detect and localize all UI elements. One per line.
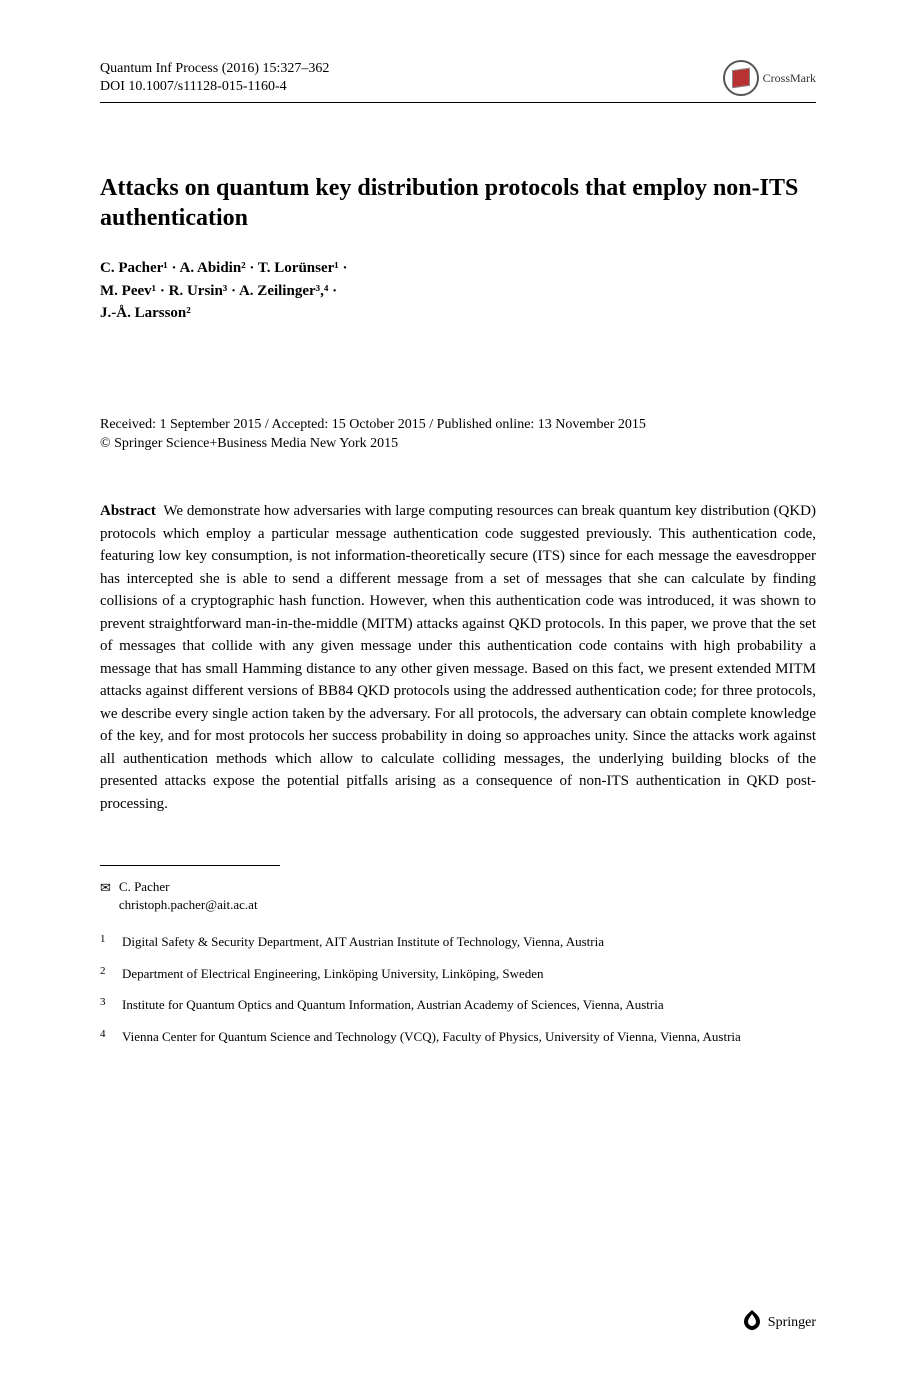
affiliation-3: 3 Institute for Quantum Optics and Quant… [100, 995, 816, 1015]
affiliation-4: 4 Vienna Center for Quantum Science and … [100, 1027, 816, 1047]
authors-line-3: J.-Å. Larsson² [100, 302, 816, 325]
affil-number-2: 2 [100, 964, 122, 984]
affil-number-3: 3 [100, 995, 122, 1015]
authors-line-2: M. Peev¹ · R. Ursin³ · A. Zeilinger³,⁴ · [100, 280, 816, 303]
header-info: Quantum Inf Process (2016) 15:327–362 DO… [100, 60, 329, 96]
publication-dates: Received: 1 September 2015 / Accepted: 1… [100, 415, 816, 454]
footnote-divider [100, 865, 280, 866]
envelope-icon: ✉ [100, 879, 111, 914]
authors-block: C. Pacher¹ · A. Abidin² · T. Lorünser¹ ·… [100, 257, 816, 325]
abstract: Abstract We demonstrate how adversaries … [100, 500, 816, 815]
dates-received: Received: 1 September 2015 / Accepted: 1… [100, 415, 816, 435]
affil-text-3: Institute for Quantum Optics and Quantum… [122, 995, 664, 1015]
article-title: Attacks on quantum key distribution prot… [100, 173, 816, 233]
springer-logo: Springer [740, 1308, 816, 1338]
crossmark-label: CrossMark [763, 71, 816, 86]
affil-text-1: Digital Safety & Security Department, AI… [122, 932, 604, 952]
abstract-text: We demonstrate how adversaries with larg… [100, 503, 816, 812]
crossmark-badge[interactable]: CrossMark [723, 60, 816, 96]
correspondence: ✉ C. Pacher christoph.pacher@ait.ac.at [100, 878, 816, 914]
affil-text-2: Department of Electrical Engineering, Li… [122, 964, 544, 984]
doi: DOI 10.1007/s11128-015-1160-4 [100, 78, 329, 96]
affiliation-2: 2 Department of Electrical Engineering, … [100, 964, 816, 984]
corresponding-author: C. Pacher [119, 878, 258, 896]
affiliation-1: 1 Digital Safety & Security Department, … [100, 932, 816, 952]
authors-line-1: C. Pacher¹ · A. Abidin² · T. Lorünser¹ · [100, 257, 816, 280]
header-row: Quantum Inf Process (2016) 15:327–362 DO… [100, 60, 816, 103]
affil-number-4: 4 [100, 1027, 122, 1047]
abstract-label: Abstract [100, 503, 156, 519]
affiliations: 1 Digital Safety & Security Department, … [100, 932, 816, 1046]
corresponding-email: christoph.pacher@ait.ac.at [119, 896, 258, 914]
journal-citation: Quantum Inf Process (2016) 15:327–362 [100, 60, 329, 78]
copyright-line: © Springer Science+Business Media New Yo… [100, 434, 816, 454]
publisher-name: Springer [768, 1315, 816, 1331]
crossmark-icon [723, 60, 759, 96]
affil-number-1: 1 [100, 932, 122, 952]
affil-text-4: Vienna Center for Quantum Science and Te… [122, 1027, 741, 1047]
springer-icon [740, 1308, 764, 1338]
